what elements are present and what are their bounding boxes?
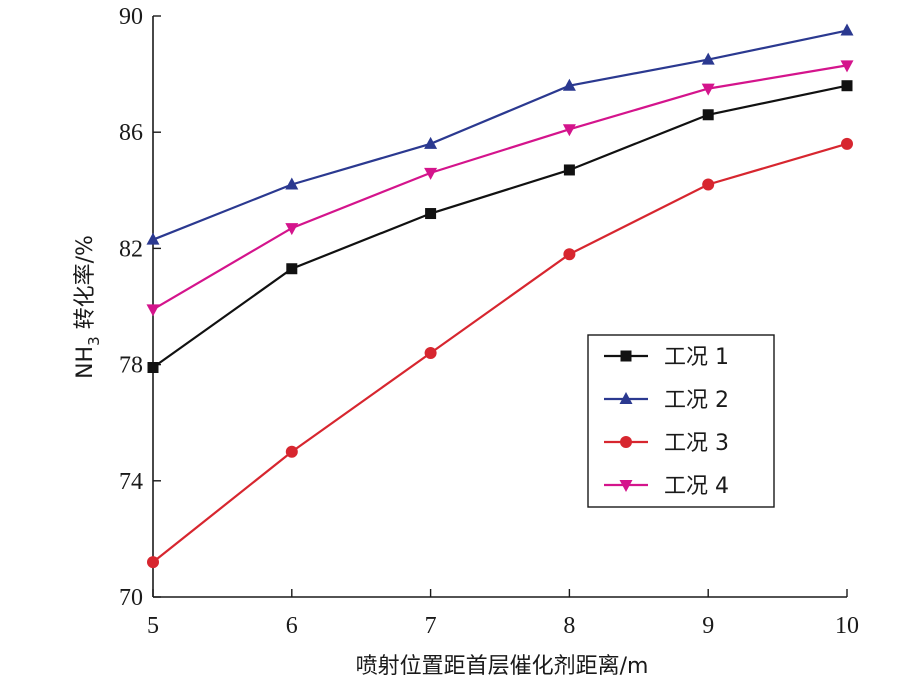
series-4-point [146, 304, 160, 317]
legend-swatch-marker [620, 350, 632, 362]
y-axis-label-rest: 转化率/% [73, 235, 98, 336]
legend-item-4: 工况 4 [604, 474, 729, 499]
legend-item-3: 工况 3 [604, 431, 729, 456]
legend: 工况 1 工况 2 工况 3 工况 4 [587, 334, 775, 508]
series-1-point [425, 208, 437, 220]
y-tick-label: 82 [119, 236, 143, 262]
legend-label: 工况 3 [664, 431, 729, 456]
series-1-point [841, 80, 853, 92]
series-1-point [147, 362, 159, 374]
series-3-point [285, 445, 298, 458]
legend-item-2: 工况 2 [604, 388, 729, 413]
x-tick-label: 7 [425, 613, 437, 639]
series-3-point [841, 137, 853, 150]
y-tick-label: 78 [119, 353, 143, 379]
legend-swatch-marker [620, 436, 632, 448]
x-axis-label: 喷射位置距首层催化剂距离/m [356, 654, 649, 679]
series-1-point [286, 263, 298, 275]
series-3-point [147, 556, 159, 569]
series-4-point [840, 60, 854, 73]
series-1 [147, 80, 853, 374]
series-2-point [424, 136, 438, 149]
x-tick-label: 8 [563, 613, 575, 639]
series-2-line [152, 29, 848, 241]
y-tick-label: 90 [119, 4, 143, 30]
series-4-point [701, 83, 715, 96]
series-4-line [152, 64, 848, 311]
series-group [146, 23, 854, 569]
series-2-point [701, 52, 715, 65]
series-4 [146, 60, 854, 317]
series-1-point [563, 164, 575, 176]
series-1-line [152, 84, 848, 369]
y-tick-label: 86 [119, 120, 143, 146]
legend-item-1: 工况 1 [604, 345, 729, 370]
series-3-line [152, 142, 848, 564]
series-1-point [702, 109, 714, 121]
legend-swatch-marker [619, 480, 633, 492]
y-axis-label: NH3 转化率/% [73, 235, 103, 379]
series-3-point [563, 248, 576, 261]
legend-label: 工况 2 [664, 388, 729, 413]
series-2-point [562, 78, 576, 91]
series-4-point [424, 167, 438, 180]
axes [152, 16, 847, 598]
y-tick-label: 70 [119, 585, 143, 611]
x-tick-label: 9 [702, 613, 714, 639]
series-2 [146, 23, 854, 245]
x-tick-label: 6 [286, 613, 298, 639]
y-axis-label-subscript: 3 [85, 336, 103, 346]
series-3-point [702, 178, 715, 191]
x-axis-ticks: 5 6 7 8 9 10 [147, 589, 859, 639]
series-3 [147, 137, 853, 569]
x-tick-label: 5 [147, 613, 159, 639]
legend-box [587, 334, 775, 508]
legend-label: 工况 1 [664, 345, 729, 370]
series-4-point [285, 223, 299, 236]
y-axis-ticks: 70 74 78 82 86 90 [119, 4, 161, 611]
series-2-point [840, 23, 854, 36]
legend-label: 工况 4 [664, 474, 729, 499]
x-tick-label: 10 [835, 613, 859, 639]
series-2-point [285, 177, 299, 190]
y-axis-label-main: NH [73, 346, 98, 379]
y-tick-label: 74 [119, 469, 143, 495]
series-4-point [562, 124, 576, 137]
legend-swatch-marker [619, 392, 633, 404]
series-3-point [424, 346, 437, 359]
series-2-point [146, 232, 160, 245]
